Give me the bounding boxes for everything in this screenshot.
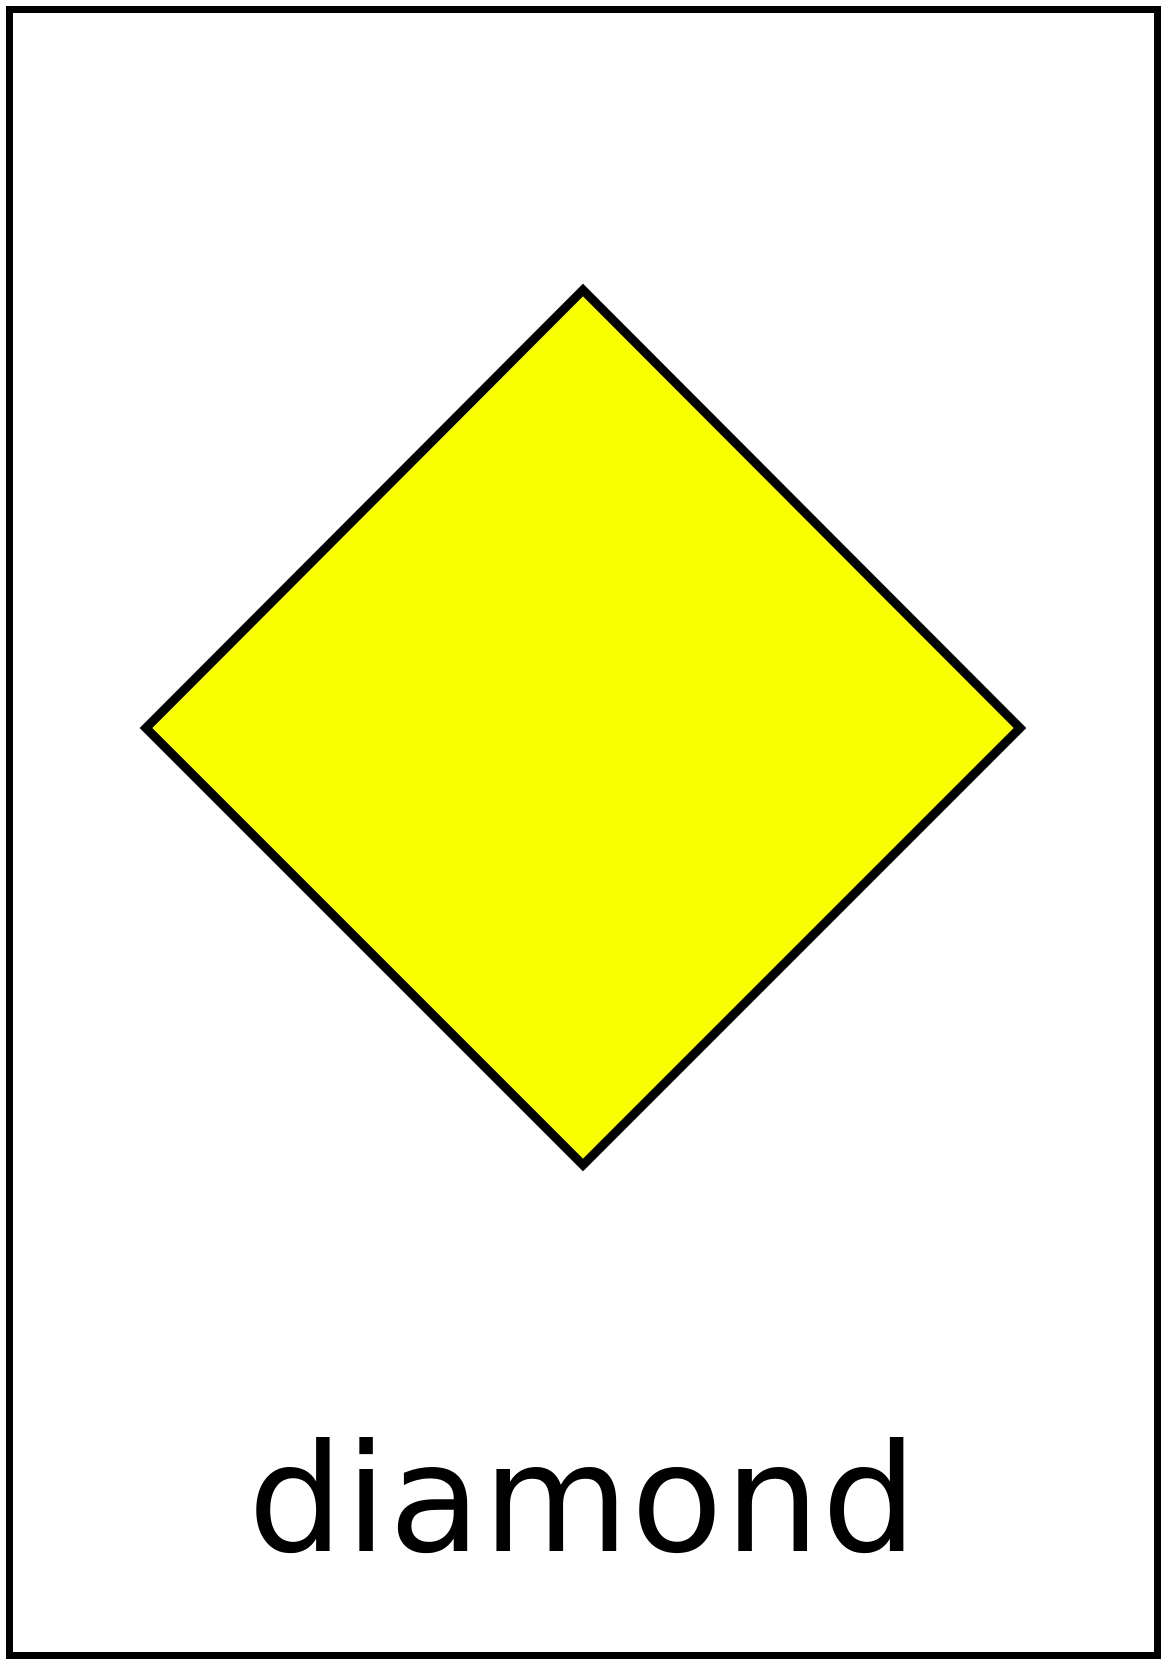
diamond-shape <box>139 283 1027 1172</box>
shape-label: diamond <box>248 1413 919 1587</box>
